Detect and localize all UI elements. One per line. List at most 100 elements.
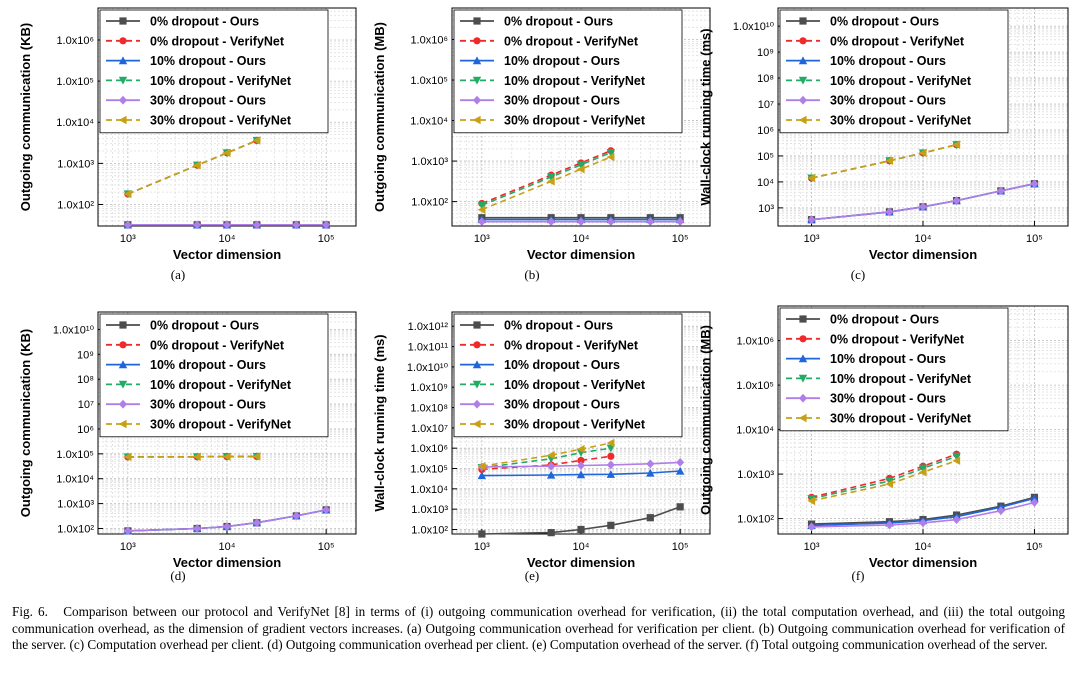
y-tick-label: 1.0x10¹⁰	[407, 362, 449, 374]
series-line	[481, 149, 612, 205]
data-point	[918, 468, 927, 477]
data-point	[292, 511, 301, 521]
legend-entry: 10% dropout - VerifyNet	[504, 74, 646, 88]
series-line	[811, 143, 957, 179]
data-point	[996, 186, 1005, 196]
y-tick-label: 10⁸	[77, 374, 94, 386]
y-tick-label: 10⁷	[758, 99, 774, 111]
legend-entry: 0% dropout - Ours	[150, 15, 259, 29]
y-tick-label: 1.0x10⁴	[410, 116, 448, 128]
y-tick-label: 1.0x10²	[57, 199, 94, 211]
panel-sublabel: (c)	[851, 267, 865, 282]
data-point	[885, 520, 894, 530]
legend-entry: 10% dropout - VerifyNet	[150, 74, 292, 88]
y-tick-label: 1.0x10⁷	[411, 423, 448, 435]
legend-entry: 30% dropout - Ours	[504, 94, 620, 108]
data-point	[576, 165, 585, 174]
legend-entry: 10% dropout - VerifyNet	[504, 378, 646, 392]
data-point	[952, 452, 961, 461]
x-axis-label: Vector dimension	[173, 555, 281, 570]
data-point	[123, 526, 132, 536]
figure-caption: Fig. 6. Comparison between our protocol …	[12, 604, 1065, 654]
data-point	[607, 521, 615, 529]
data-point	[807, 173, 816, 183]
x-tick-label: 10⁴	[573, 541, 590, 553]
data-point	[646, 459, 655, 469]
data-point	[918, 148, 927, 158]
legend-marker	[799, 335, 807, 343]
chart-panel-5: 10³ 10⁴ 10⁵ 1.0x10² 1.0x10³ 1.0x10⁴ 1.0x10⁵ 1.0…	[698, 305, 1069, 583]
legend-marker	[798, 374, 808, 383]
legend-entry: 30% dropout - VerifyNet	[830, 412, 972, 426]
y-tick-label: 1.0x10³	[411, 156, 448, 168]
legend-box	[453, 313, 683, 438]
data-point	[606, 438, 615, 448]
x-tick-label: 10⁵	[318, 233, 335, 245]
legend-entry: 10% dropout - Ours	[504, 358, 620, 372]
legend-marker	[119, 399, 127, 409]
series-line	[127, 139, 258, 195]
series-line	[811, 501, 1035, 528]
y-tick-label: 1.0x10⁶	[736, 336, 774, 348]
data-point	[675, 466, 685, 475]
y-tick-label: 10³	[758, 203, 774, 215]
data-point	[477, 201, 487, 210]
x-tick-label: 10⁴	[219, 541, 236, 553]
y-tick-label: 10⁹	[77, 349, 94, 361]
legend-entry: 0% dropout - VerifyNet	[150, 338, 285, 352]
series-line	[481, 506, 681, 535]
series-line	[811, 182, 1035, 221]
data-point	[547, 217, 556, 227]
y-tick-label: 1.0x10⁹	[410, 382, 448, 394]
legend-entry: 0% dropout - VerifyNet	[504, 34, 639, 48]
legend-marker	[798, 76, 808, 85]
series-line	[811, 459, 957, 502]
series-line	[127, 509, 327, 532]
figure-panels: 10³ 10⁴ 10⁵ 1.0x10² 1.0x10³ 1.0x10⁴ 1.0x10⁵ 1.0…	[18, 7, 1069, 583]
y-tick-label: 10⁸	[757, 73, 774, 85]
data-point	[606, 470, 616, 478]
legend-entry: 0% dropout - VerifyNet	[150, 34, 285, 48]
data-point	[192, 452, 201, 461]
data-point	[606, 152, 615, 162]
data-point	[807, 496, 816, 506]
data-point	[193, 220, 202, 230]
data-point	[646, 468, 655, 477]
legend-box	[99, 313, 329, 438]
data-point	[646, 514, 654, 522]
data-point	[885, 477, 894, 486]
legend-entry: 10% dropout - VerifyNet	[150, 378, 292, 392]
legend-entry: 10% dropout - Ours	[830, 54, 946, 68]
caption-label: Fig. 6.	[12, 604, 48, 619]
x-tick-label: 10³	[474, 541, 490, 553]
caption-text: Comparison between our protocol and Veri…	[12, 604, 1066, 652]
legend-entry: 0% dropout - Ours	[504, 15, 613, 29]
data-point	[252, 452, 261, 461]
series-line	[811, 453, 957, 499]
legend-entry: 30% dropout - Ours	[830, 392, 946, 406]
x-axis-label: Vector dimension	[527, 555, 635, 570]
data-point	[547, 461, 556, 471]
y-tick-label: 1.0x10¹²	[408, 321, 449, 333]
legend-entry: 0% dropout - Ours	[150, 319, 259, 333]
legend-marker	[118, 380, 128, 389]
data-point	[322, 220, 331, 230]
data-point	[322, 505, 331, 515]
panel-sublabel: (a)	[171, 267, 185, 282]
chart-panel-3: 10³ 10⁴ 10⁵ 1.0x10² 1.0x10³ 1.0x10⁴ 1.0x10⁵ 10⁶…	[18, 311, 357, 583]
y-tick-label: 1.0x10³	[737, 469, 774, 481]
legend-marker	[799, 393, 807, 403]
series-line	[811, 496, 1035, 525]
data-point	[123, 452, 132, 462]
data-point	[478, 530, 486, 538]
chart-panel-2: 10³ 10⁴ 10⁵ 10³ 10⁴ 10⁵ 10⁶ 10⁷ 10⁸ 10⁹ 1.0x10¹⁰ Ve…	[698, 7, 1069, 282]
y-tick-label: 1.0x10²	[411, 197, 448, 209]
data-point	[193, 524, 202, 533]
data-point	[885, 156, 894, 165]
data-point	[996, 506, 1005, 516]
data-point	[192, 161, 201, 170]
data-point	[123, 220, 132, 230]
legend-entry: 0% dropout - VerifyNet	[504, 338, 639, 352]
data-point	[222, 452, 231, 461]
legend-marker	[472, 56, 482, 65]
